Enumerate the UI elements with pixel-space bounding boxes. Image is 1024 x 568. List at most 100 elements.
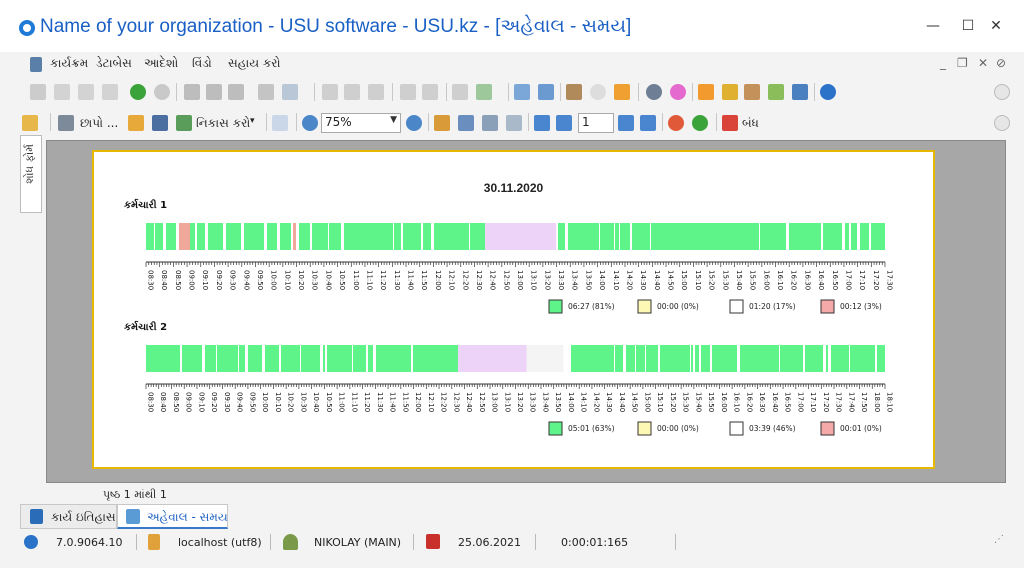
zoom-select[interactable]: 75% ▼ [321,113,401,133]
resize-grip-icon[interactable]: ⋰ [994,534,1004,545]
mdi-minimize-icon[interactable]: _ [940,56,946,70]
group-icon[interactable] [322,84,338,100]
menu-commands[interactable]: આદેશો [144,56,179,70]
tab-report-time[interactable]: અહેવાલ - સમય [117,504,228,529]
edit-icon[interactable] [78,84,94,100]
excel-icon[interactable] [476,84,492,100]
prev-page-icon[interactable] [556,115,572,131]
new-window-icon[interactable] [514,84,530,100]
image-icon[interactable] [282,84,298,100]
toolbar2-more-icon[interactable] [994,115,1010,131]
timeline-active-segment [329,223,341,250]
gear-icon[interactable] [646,84,662,100]
search-form-tab[interactable]: શોધ ફોર્મ [20,135,42,213]
menu-program[interactable]: કાર્યક્રમ [50,56,89,70]
lock-icon[interactable] [722,84,738,100]
info-icon[interactable] [820,84,836,100]
timeline-break-segment [474,223,557,250]
collapse-icon[interactable] [344,84,360,100]
exit-door-icon[interactable] [566,84,582,100]
filter-settings-icon[interactable] [228,84,244,100]
filter-icon[interactable] [184,84,200,100]
menu-window[interactable]: વિંડો [192,56,212,70]
axis-tick-label: 08:50 [174,270,182,290]
users-icon[interactable] [768,84,784,100]
menu-help[interactable]: સહાય કરો [228,56,281,70]
employee-name: કર્મચારી 2 [124,320,167,333]
window-close-icon[interactable] [538,84,554,100]
location-pin-icon[interactable] [614,84,630,100]
user-icon [283,534,298,550]
expand-icon[interactable] [368,84,384,100]
delete-icon[interactable] [102,84,118,100]
axis-tick-label: 12:10 [427,392,435,412]
zoom-in-icon[interactable] [302,115,318,131]
next-page-icon[interactable] [618,115,634,131]
layout-icon[interactable] [458,115,474,131]
flag-icon[interactable] [258,84,274,100]
toolbar-separator [716,113,717,131]
refresh-icon[interactable] [692,115,708,131]
last-page-icon[interactable] [640,115,656,131]
arrow-icon[interactable] [590,84,606,100]
column-icon[interactable] [400,84,416,100]
toolbar-more-icon[interactable] [994,84,1010,100]
mdi-close-icon[interactable]: ✕ [978,56,989,70]
tab-task-history[interactable]: કાર્ય ઇતિહાસ [20,504,117,529]
axis-tick-label: 18:00 [873,392,881,412]
app-menu-icon[interactable] [30,57,42,72]
export-dropdown-icon[interactable]: ▾ [250,116,255,126]
mdi-pin-icon[interactable]: ⊘ [996,56,1007,70]
axis-tick-label: 10:10 [274,392,282,412]
timeline-active-segment [582,223,594,250]
timeline-active-segment [384,345,398,372]
folder-panel-icon[interactable] [22,115,38,131]
timeline-active-segment [175,345,180,372]
timeline-active-segment [320,223,328,250]
tree-icon[interactable] [434,115,450,131]
printer-icon[interactable] [58,115,74,131]
zoom-out-icon[interactable] [406,115,422,131]
timeline-active-segment [272,223,277,250]
page-setup-icon[interactable] [272,115,288,131]
close-button[interactable]: ✕ [990,18,1002,34]
close-report-button[interactable]: બંધ [742,116,759,130]
color-wheel-icon[interactable] [670,84,686,100]
axis-tick-label: 13:20 [516,392,524,412]
timeline-active-segment [823,223,831,250]
axis-tick-label: 15:30 [721,270,729,290]
stop-icon[interactable] [668,115,684,131]
note-icon[interactable] [422,84,438,100]
export-excel-icon[interactable] [176,115,192,131]
axis-tick-label: 14:10 [580,392,588,412]
wand-icon[interactable] [792,84,808,100]
search-icon[interactable] [154,84,170,100]
first-page-icon[interactable] [534,115,550,131]
save-icon[interactable] [152,115,168,131]
refresh-disabled-icon[interactable] [30,84,46,100]
find-in-page-icon[interactable] [482,115,498,131]
menu-database[interactable]: ડેટાબેસ [96,56,132,70]
close-report-icon[interactable] [722,115,738,131]
print-preview-icon[interactable] [452,84,468,100]
zoom-dropdown-icon[interactable]: ▼ [390,115,397,125]
filter-clear-icon[interactable] [206,84,222,100]
page-input[interactable]: 1 [578,113,614,133]
export-button[interactable]: નિકાસ કરો [196,116,251,130]
print-button[interactable]: છાપો ... [80,116,119,130]
maximize-button[interactable]: ☐ [961,18,975,34]
axis-tick-label: 16:00 [720,392,728,412]
axis-tick-label: 10:50 [338,270,346,290]
axis-tick-label: 12:40 [465,392,473,412]
user-icon[interactable] [744,84,760,100]
timeline-active-segment [582,345,594,372]
rss-icon[interactable] [698,84,714,100]
minimize-button[interactable]: — [926,18,940,34]
mdi-restore-icon[interactable]: ❐ [957,56,968,70]
open-folder-icon[interactable] [128,115,144,131]
report-settings-icon[interactable] [506,115,522,131]
timeline-active-segment [626,345,635,372]
reload-icon[interactable] [130,84,146,100]
copy-icon[interactable] [54,84,70,100]
timeline-active-segment [568,223,576,250]
